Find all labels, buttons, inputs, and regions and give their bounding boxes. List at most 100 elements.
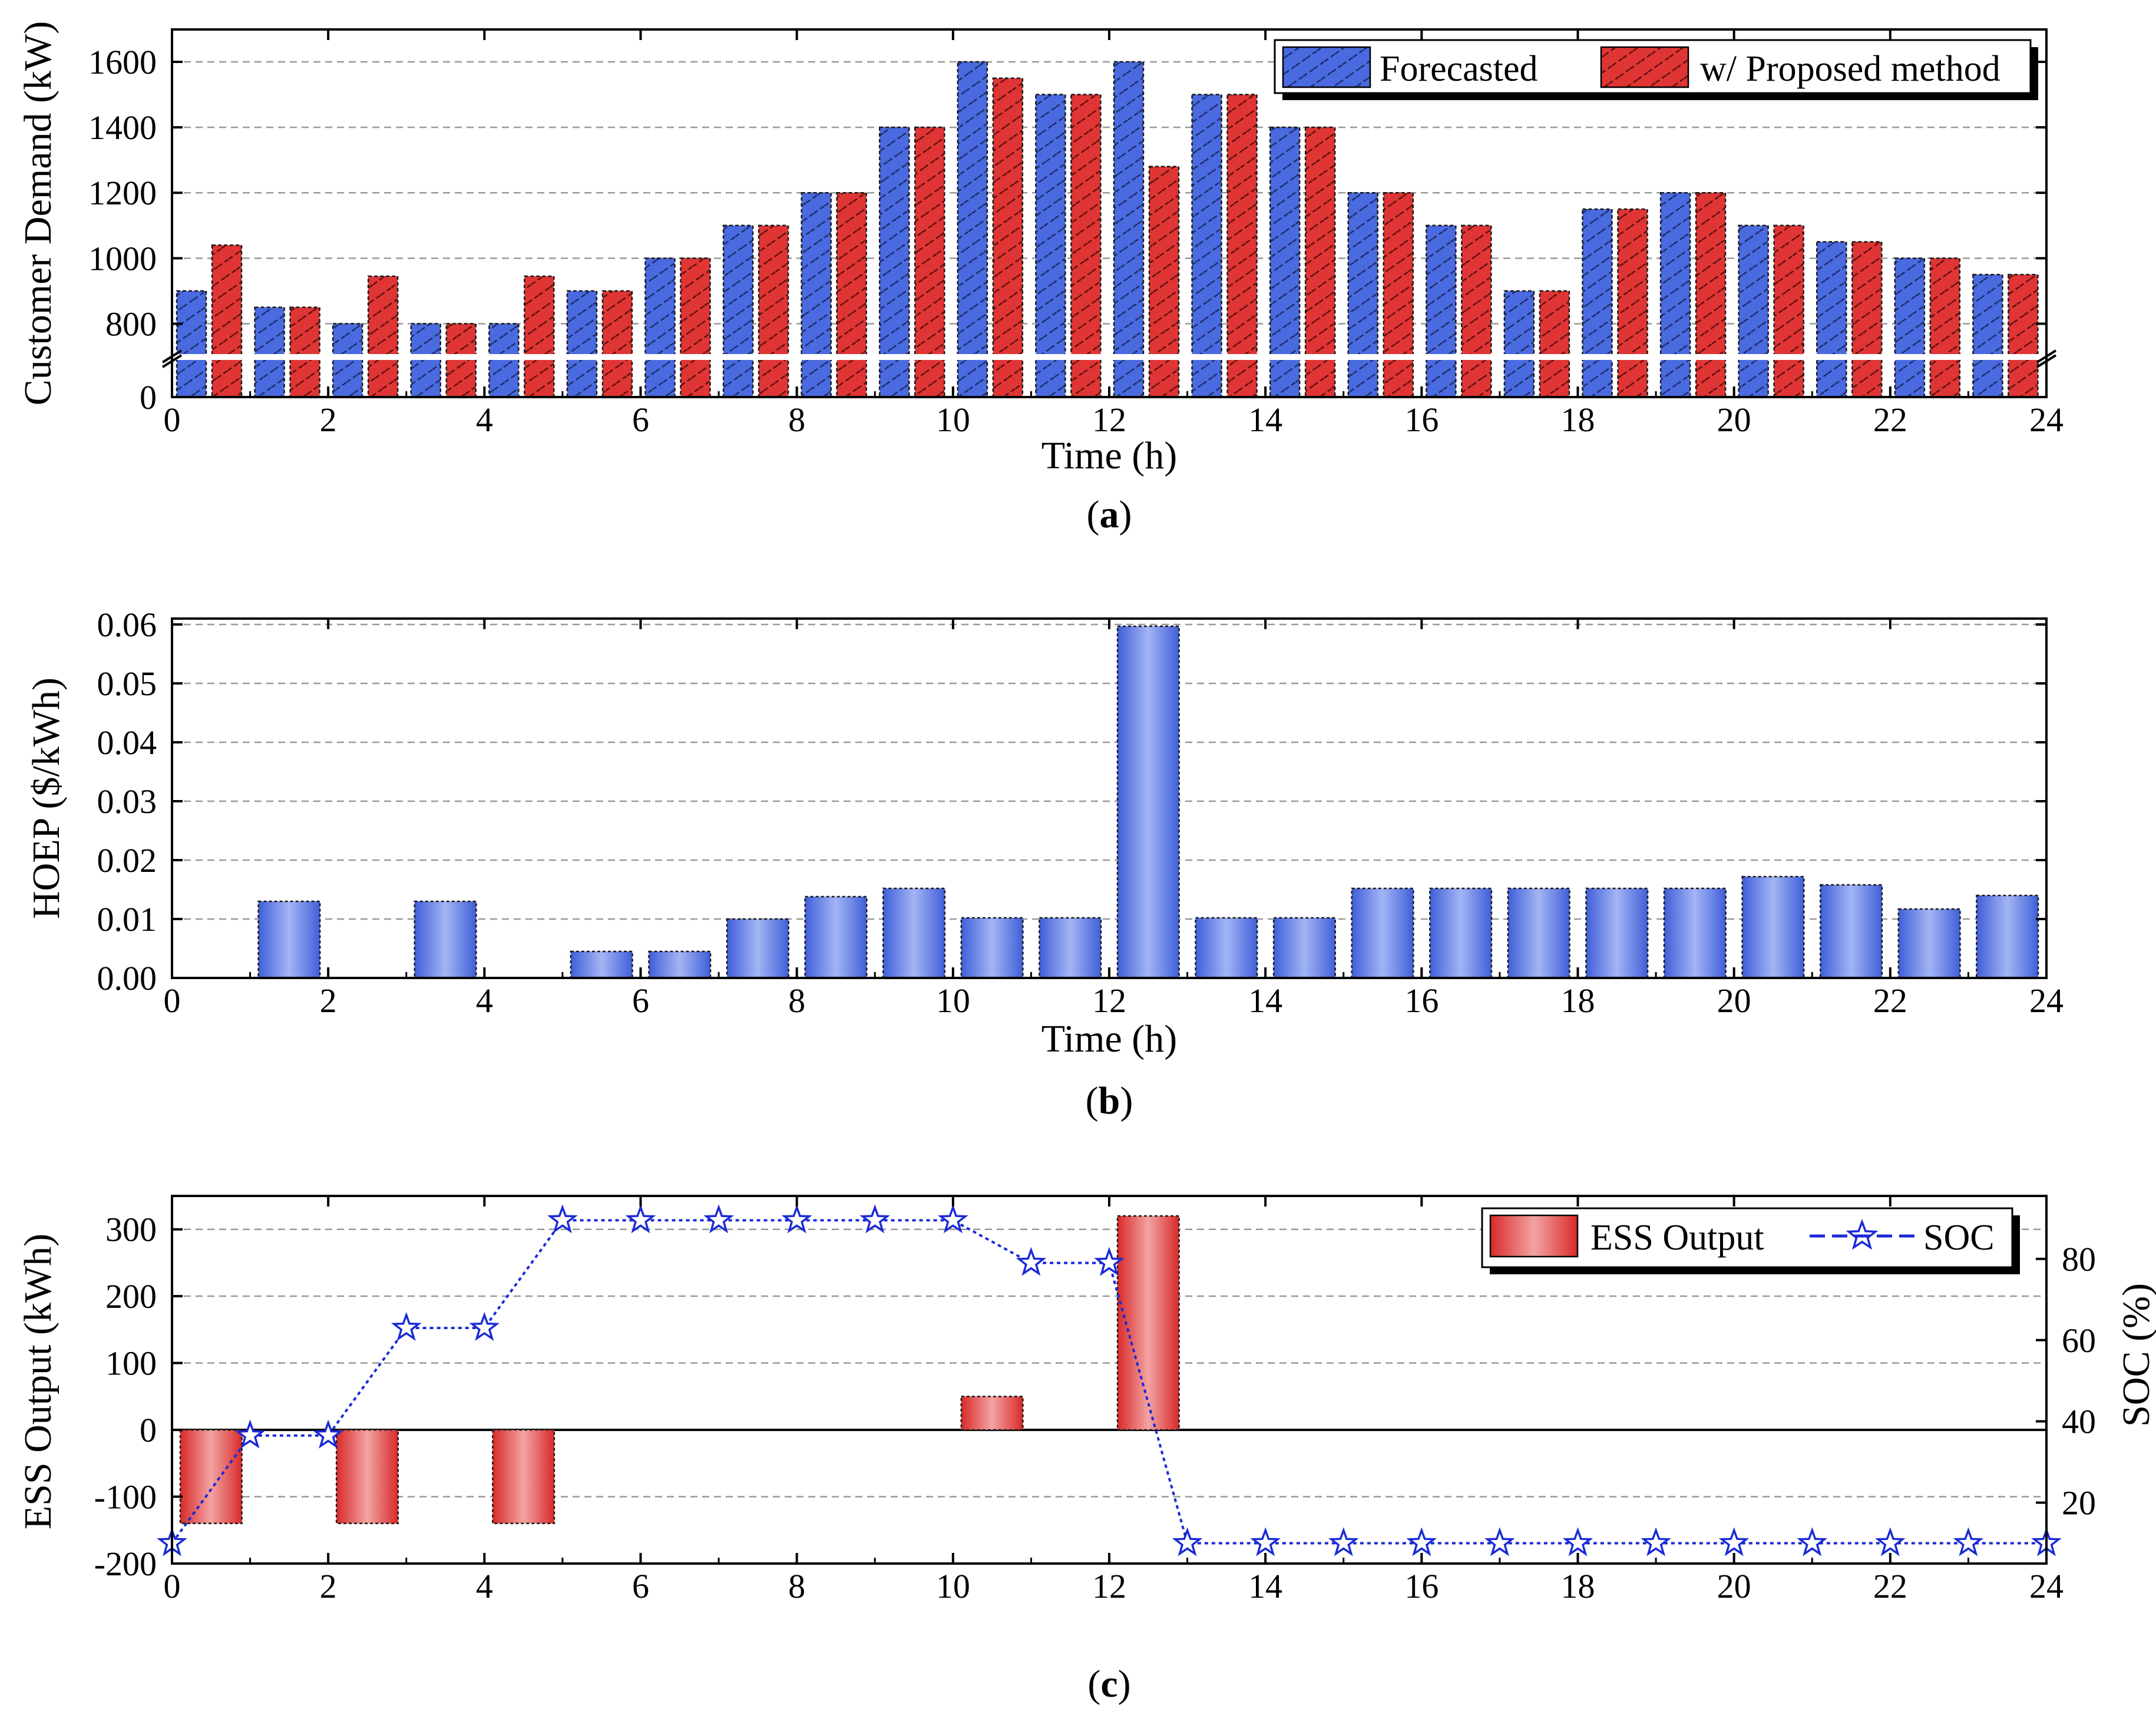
panel-a-y-tick-label: 1200 [88, 174, 157, 212]
panel-a-x-tick-label: 18 [1561, 401, 1595, 439]
panel-a-y-tick-label: 0 [140, 378, 157, 417]
panel-a-x-tick-label: 20 [1717, 401, 1751, 439]
bar-forecasted-h21 [1738, 224, 1769, 398]
bar-forecasted-h24 [1972, 273, 2003, 398]
panel-c-y2-axis-title: SOC (%) [2115, 1283, 2156, 1427]
bar-proposed-h14 [1226, 94, 1258, 398]
soc-point-h7 [703, 1204, 734, 1234]
panel-a-x-tick-label: 12 [1092, 401, 1126, 439]
panel-c-ticks: 0 2 4 6 8 10 12 14 16 18 20 22 24-200-10001002003002… [94, 1196, 2096, 1605]
bar-proposed-h22 [1851, 241, 1883, 398]
panel-c-y-tick-label: 100 [105, 1344, 157, 1383]
panel-a-legend: Forecasted w/ Proposed method [1274, 39, 2038, 100]
panel-a-bars [176, 61, 2039, 398]
panel-c-x-tick-label: 8 [788, 1567, 805, 1605]
panel-b-y-axis-title: HOEP ($/kWh) [25, 677, 68, 919]
panel-a-x-tick-label: 6 [632, 401, 649, 439]
panel-a-x-tick-label: 16 [1404, 401, 1439, 439]
panel-c-caption-letter: c [1100, 1663, 1117, 1706]
bar-hoep-h2 [257, 900, 321, 979]
panel-c-y2-tick-label: 60 [2062, 1321, 2096, 1360]
panel-a-caption: (a) [1087, 493, 1132, 536]
panel-c-caption-open: ( [1087, 1663, 1100, 1706]
panel-c-x-tick-label: 14 [1248, 1567, 1282, 1605]
bar-proposed-h9 [836, 191, 867, 398]
soc-point-h8 [781, 1204, 812, 1234]
panel-b-hoep-chart: 0 2 4 6 8 10 12 14 16 18 20 22 240.000.010.020.030.0… [25, 606, 2064, 1122]
soc-point-h3 [391, 1311, 422, 1341]
bar-forecasted-h4 [410, 323, 441, 398]
soc-point-h10 [937, 1204, 968, 1234]
bar-proposed-h19 [1617, 208, 1648, 398]
bar-forecasted-h23 [1894, 257, 1926, 398]
panel-b-y-tick-label: 0.05 [97, 665, 157, 703]
panel-c-y2-tick-label: 80 [2062, 1240, 2096, 1278]
panel-b-x-tick-label: 20 [1717, 981, 1751, 1020]
legend-forecasted-label: Forecasted [1380, 49, 1538, 89]
panel-a-y-axis-title: Customer Demand (kW) [16, 21, 59, 406]
bar-hoep-h14 [1195, 917, 1258, 979]
panel-c-bars [179, 1215, 1180, 1525]
soc-point-h16 [1406, 1527, 1437, 1556]
panel-b-y-tick-label: 0.02 [97, 841, 157, 880]
panel-b-x-tick-label: 2 [320, 981, 337, 1020]
panel-b-x-tick-label: 4 [476, 981, 493, 1020]
panel-b-y-tick-label: 0.00 [97, 959, 157, 997]
bar-proposed-h20 [1695, 191, 1727, 398]
bar-proposed-h1 [211, 244, 243, 398]
bar-hoep-h4 [414, 900, 477, 979]
panel-b-y-tick-label: 0.03 [97, 782, 157, 821]
bar-proposed-h10 [914, 126, 945, 398]
panel-c-ess-chart: 0 2 4 6 8 10 12 14 16 18 20 22 24-200-10001002003002… [16, 1195, 2156, 1706]
panel-b-y-tick-label: 0.04 [97, 723, 157, 762]
bar-forecasted-h1 [176, 290, 207, 398]
soc-point-h9 [859, 1204, 891, 1234]
panel-c-x-tick-label: 18 [1561, 1567, 1595, 1605]
panel-a-y-tick-label: 1600 [88, 43, 157, 81]
panel-c-y-tick-label: 200 [105, 1277, 157, 1316]
panel-c-x-tick-label: 10 [936, 1567, 970, 1605]
bar-proposed-h4 [445, 323, 477, 398]
soc-point-h4 [469, 1311, 500, 1341]
panel-a-x-tick-label: 14 [1248, 401, 1282, 439]
panel-b-x-tick-label: 12 [1092, 981, 1126, 1020]
legend-ess-swatch [1489, 1214, 1579, 1258]
panel-a-caption-open: ( [1087, 493, 1100, 536]
panel-a-x-tick-label: 0 [164, 401, 181, 439]
legend-soc-star-icon [1846, 1218, 1879, 1250]
bar-hoep-h18 [1507, 887, 1570, 979]
bar-forecasted-h13 [1113, 61, 1145, 398]
bar-hoep-h17 [1429, 887, 1493, 979]
bar-forecasted-h9 [801, 191, 832, 398]
bar-ess-h13 [1116, 1215, 1180, 1431]
panel-a-x-tick-label: 8 [788, 401, 805, 439]
panel-c-y2-tick-label: 20 [2062, 1484, 2096, 1522]
bar-hoep-h8 [726, 918, 789, 979]
bar-hoep-h6 [570, 950, 633, 979]
bar-forecasted-h14 [1191, 94, 1222, 398]
bar-forecasted-h16 [1347, 191, 1378, 398]
panel-a-caption-close: ) [1119, 493, 1132, 536]
panel-a-demand-chart: 0 2 4 6 8 10 12 14 16 18 20 22 240800100012001400160… [16, 21, 2064, 536]
panel-a-y-tick-label: 1000 [88, 239, 157, 277]
legend-soc-label: SOC [1923, 1218, 1995, 1258]
bar-forecasted-h11 [957, 61, 988, 398]
soc-point-h15 [1328, 1527, 1359, 1556]
panel-b-ticks: 0 2 4 6 8 10 12 14 16 18 20 22 240.000.010.020.030.0… [97, 606, 2064, 1020]
soc-point-h13 [1172, 1527, 1203, 1556]
bar-proposed-h16 [1383, 191, 1414, 398]
soc-point-h14 [1250, 1527, 1281, 1556]
panel-b-y-tick-label: 0.01 [97, 900, 157, 938]
panel-a-x-tick-label: 4 [476, 401, 493, 439]
bar-proposed-h6 [601, 290, 633, 398]
panel-c-x-tick-label: 6 [632, 1567, 649, 1605]
bar-forecasted-h2 [254, 306, 285, 398]
legend-forecasted-swatch [1282, 46, 1371, 88]
panel-a-x-tick-label: 22 [1873, 401, 1907, 439]
panel-b-x-tick-label: 24 [2029, 981, 2064, 1020]
panel-a-ticks: 0 2 4 6 8 10 12 14 16 18 20 22 240800100012001400160… [88, 29, 2064, 439]
panel-a-axis-break [160, 349, 2058, 368]
bar-hoep-h20 [1663, 887, 1727, 979]
bar-ess-h11 [960, 1396, 1024, 1431]
